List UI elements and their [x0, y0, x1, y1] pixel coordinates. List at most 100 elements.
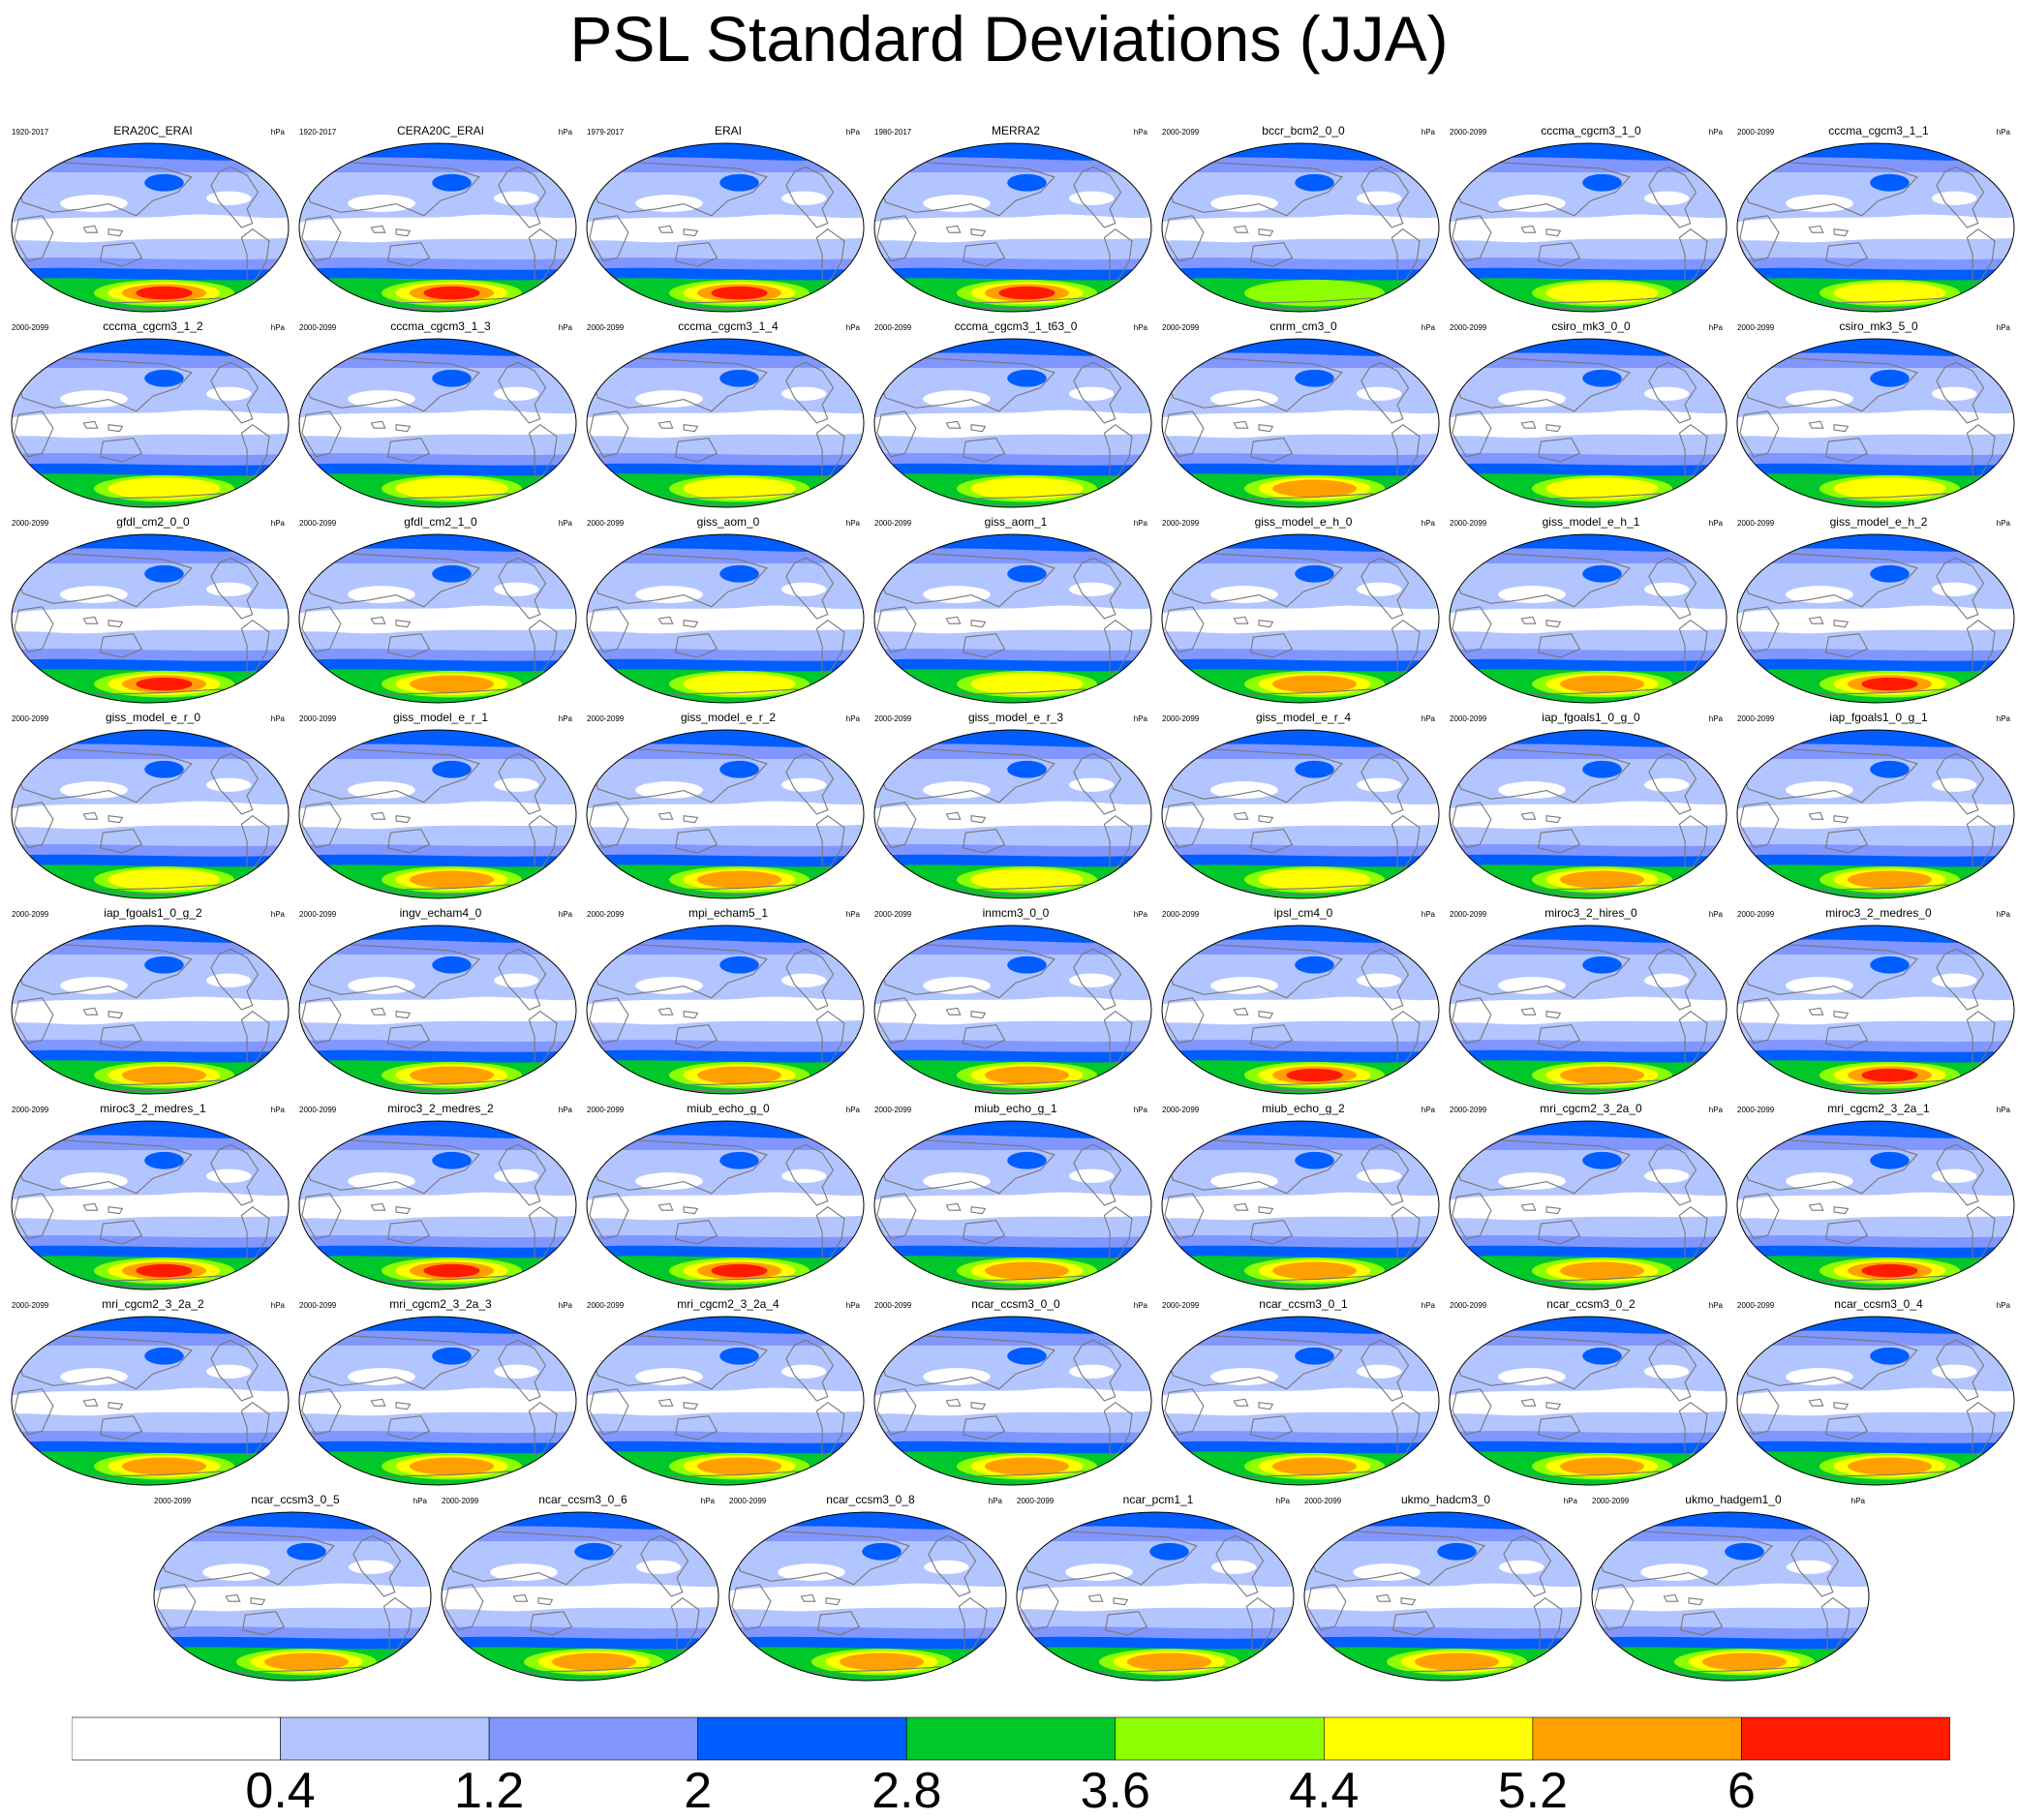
- panel-title: cccma_cgcm3_1_t63_0: [954, 319, 1078, 333]
- panel-units: hPa: [1708, 323, 1723, 332]
- panel-period: 2000-2099: [729, 1497, 767, 1505]
- colorbar-swatch: [905, 1716, 1116, 1761]
- panel-period: 2000-2099: [1450, 910, 1487, 919]
- map-plot: [586, 338, 865, 508]
- panel-units: hPa: [270, 323, 285, 332]
- map-panel: ncar_ccsm3_0_1 2000-2099 hPa: [1160, 1297, 1447, 1487]
- panel-period: 2000-2099: [587, 519, 625, 528]
- map-plot: [873, 729, 1152, 899]
- panel-period: 2000-2099: [442, 1497, 479, 1505]
- map-panel: csiro_mk3_0_0 2000-2099 hPa: [1448, 319, 1734, 509]
- panel-units: hPa: [558, 519, 572, 528]
- panel-title: CERA20C_ERAI: [396, 124, 485, 137]
- panel-units: hPa: [700, 1497, 715, 1505]
- map-plot: [1161, 729, 1440, 899]
- map-panel: MERRA2 1980-2017 hPa: [872, 124, 1159, 314]
- panel-title: cccma_cgcm3_1_3: [390, 319, 491, 333]
- panel-title: ncar_ccsm3_0_6: [538, 1493, 627, 1506]
- panel-period: 2000-2099: [587, 1106, 625, 1114]
- panel-period: 2000-2099: [587, 714, 625, 723]
- map-plot: [873, 1316, 1152, 1486]
- panel-period: 2000-2099: [1737, 323, 1775, 332]
- map-panel: ukmo_hadcm3_0 2000-2099 hPa: [1302, 1493, 1589, 1683]
- panel-period: 2000-2099: [12, 714, 49, 723]
- panel-units: hPa: [1133, 519, 1147, 528]
- panel-units: hPa: [558, 1106, 572, 1114]
- map-plot: [873, 338, 1152, 508]
- panel-title: giss_aom_0: [696, 515, 760, 529]
- map-panel: giss_model_e_r_3 2000-2099 hPa: [872, 711, 1159, 900]
- map-plot: [1161, 338, 1440, 508]
- panel-period: 1920-2017: [299, 128, 337, 136]
- panel-title: miub_echo_g_0: [687, 1102, 770, 1115]
- colorbar-swatch: [72, 1716, 281, 1761]
- panel-period: 2000-2099: [12, 1301, 49, 1310]
- map-plot: [1016, 1511, 1295, 1682]
- map-plot: [298, 142, 577, 313]
- map-plot: [11, 142, 290, 313]
- panel-units: hPa: [845, 910, 860, 919]
- map-plot: [1449, 533, 1728, 704]
- map-plot: [1449, 142, 1728, 313]
- map-panel: ncar_ccsm3_0_0 2000-2099 hPa: [872, 1297, 1159, 1487]
- map-panel: giss_aom_1 2000-2099 hPa: [872, 515, 1159, 705]
- panel-units: hPa: [270, 1106, 285, 1114]
- map-panel: miroc3_2_medres_0 2000-2099 hPa: [1735, 906, 2018, 1096]
- panel-period: 1980-2017: [874, 128, 912, 136]
- panel-units: hPa: [1421, 323, 1435, 332]
- map-plot: [1736, 1316, 2015, 1486]
- map-plot: [298, 1316, 577, 1486]
- map-panel: CERA20C_ERAI 1920-2017 hPa: [297, 124, 584, 314]
- map-plot: [11, 338, 290, 508]
- panel-units: hPa: [1996, 128, 2010, 136]
- map-plot: [586, 729, 865, 899]
- panel-units: hPa: [1996, 323, 2010, 332]
- map-panel: mri_cgcm2_3_2a_2 2000-2099 hPa: [10, 1297, 296, 1487]
- panel-units: hPa: [1133, 910, 1147, 919]
- map-panel: iap_fgoals1_0_g_1 2000-2099 hPa: [1735, 711, 2018, 900]
- panel-title: mpi_echam5_1: [688, 906, 769, 920]
- panel-title: mri_cgcm2_3_2a_0: [1540, 1102, 1642, 1115]
- panel-units: hPa: [1996, 910, 2010, 919]
- map-panel: giss_model_e_h_2 2000-2099 hPa: [1735, 515, 2018, 705]
- panel-period: 2000-2099: [1737, 128, 1775, 136]
- map-panel: mri_cgcm2_3_2a_1 2000-2099 hPa: [1735, 1102, 2018, 1291]
- panel-title: csiro_mk3_0_0: [1551, 319, 1631, 333]
- colorbar: [72, 1716, 1950, 1761]
- panel-period: 2000-2099: [1450, 323, 1487, 332]
- map-plot: [298, 338, 577, 508]
- panel-title: inmcm3_0_0: [982, 906, 1050, 920]
- map-plot: [11, 533, 290, 704]
- map-panel: inmcm3_0_0 2000-2099 hPa: [872, 906, 1159, 1096]
- panel-title: ncar_ccsm3_0_1: [1259, 1297, 1348, 1311]
- map-plot: [1736, 338, 2015, 508]
- map-panel: giss_model_e_r_1 2000-2099 hPa: [297, 711, 584, 900]
- panel-units: hPa: [558, 1301, 572, 1310]
- map-plot: [1161, 925, 1440, 1095]
- panel-period: 2000-2099: [1162, 323, 1200, 332]
- panel-period: 2000-2099: [1162, 1301, 1200, 1310]
- map-plot: [1161, 1316, 1440, 1486]
- panel-period: 2000-2099: [1450, 1301, 1487, 1310]
- panel-title: giss_model_e_r_0: [105, 711, 201, 724]
- colorbar-swatch: [697, 1716, 907, 1761]
- panel-period: 2000-2099: [299, 519, 337, 528]
- panel-period: 2000-2099: [1304, 1497, 1342, 1505]
- panel-units: hPa: [845, 1301, 860, 1310]
- panel-units: hPa: [845, 128, 860, 136]
- panel-period: 2000-2099: [299, 323, 337, 332]
- panel-units: hPa: [1421, 1106, 1435, 1114]
- map-panel: ingv_echam4_0 2000-2099 hPa: [297, 906, 584, 1096]
- map-plot: [873, 1120, 1152, 1290]
- colorbar-swatch: [280, 1716, 490, 1761]
- map-panel: gfdl_cm2_1_0 2000-2099 hPa: [297, 515, 584, 705]
- panel-title: giss_model_e_r_2: [680, 711, 777, 724]
- map-panel: miroc3_2_medres_2 2000-2099 hPa: [297, 1102, 584, 1291]
- panel-period: 2000-2099: [154, 1497, 192, 1505]
- colorbar-label: 3.6: [1080, 1763, 1150, 1819]
- map-panel: giss_model_e_r_4 2000-2099 hPa: [1160, 711, 1447, 900]
- panel-title: giss_model_e_r_4: [1255, 711, 1352, 724]
- map-plot: [586, 925, 865, 1095]
- colorbar-label: 5.2: [1497, 1763, 1569, 1819]
- panel-units: hPa: [558, 323, 572, 332]
